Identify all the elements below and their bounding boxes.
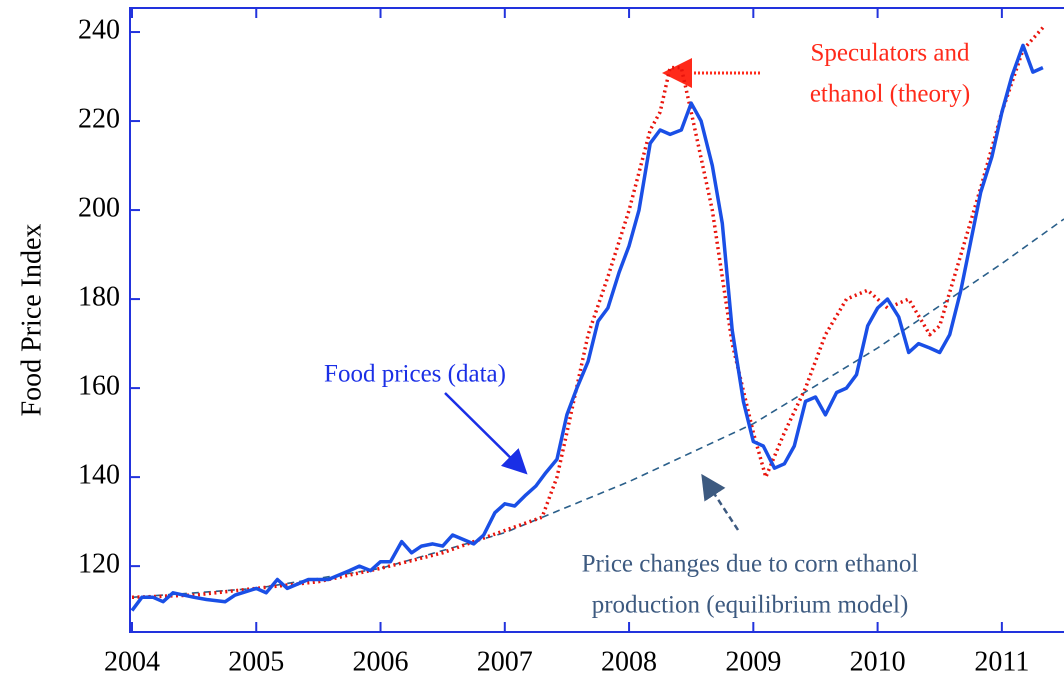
x-tick-label: 2007 (477, 646, 533, 676)
plot-frame (129, 7, 1064, 633)
y-axis-label: Food Price Index (16, 224, 47, 417)
y-tick-label: 200 (78, 192, 120, 223)
x-tick-label: 2011 (974, 646, 1029, 676)
annotation: Price changes due to corn ethanol (582, 551, 919, 578)
series-line (131, 218, 1064, 599)
y-tick-label: 140 (78, 460, 120, 491)
y-tick-label: 160 (78, 371, 120, 402)
x-tick-label: 2010 (850, 646, 906, 676)
x-tick-label: 2008 (601, 646, 657, 676)
x-tick-label: 2004 (104, 646, 160, 676)
y-tick-label: 120 (78, 549, 120, 580)
x-tick-label: 2005 (228, 646, 284, 676)
y-tick-label: 220 (78, 103, 120, 134)
series-line (131, 26, 1045, 600)
annotation: Speculators and (811, 40, 970, 67)
annotation: production (equilibrium model) (592, 592, 909, 619)
x-tick-label: 2009 (725, 646, 781, 676)
annotation-arrow (701, 473, 740, 531)
x-tick-label: 2006 (353, 646, 409, 676)
annotation: Food prices (data) (324, 361, 506, 388)
annotation: ethanol (theory) (810, 81, 970, 108)
series-line (130, 43, 1044, 612)
annotation-arrow (444, 392, 528, 475)
y-tick-label: 180 (78, 282, 120, 313)
y-tick-label: 240 (78, 14, 120, 45)
